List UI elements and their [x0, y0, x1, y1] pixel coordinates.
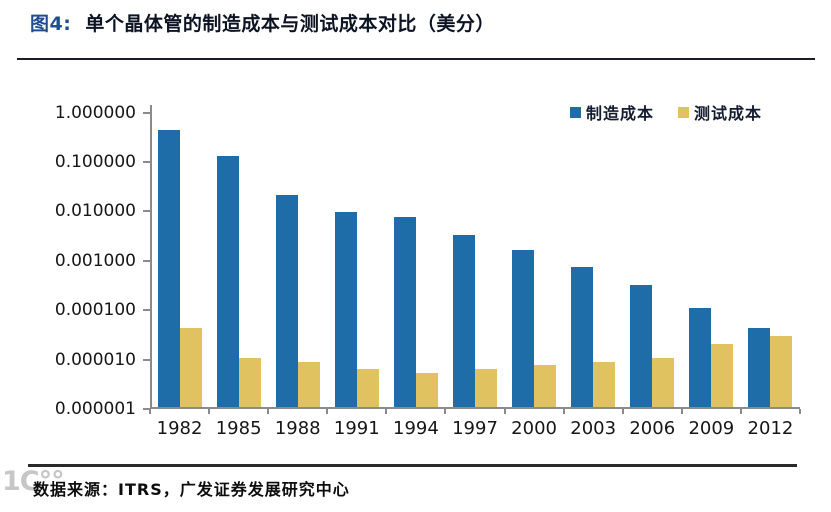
bar-manufacturing-cost: [275, 194, 298, 407]
y-axis-tick: [143, 408, 150, 410]
legend-label: 测试成本: [694, 104, 763, 123]
x-axis-label: 2003: [570, 418, 617, 439]
x-axis-label: 1997: [452, 418, 498, 439]
x-axis-label: 1985: [215, 418, 262, 439]
watermark-logo: 1C°°: [2, 466, 65, 497]
y-axis-label: 0.010000: [54, 201, 136, 222]
x-axis-label: 2009: [688, 418, 735, 439]
x-axis-tick: [562, 409, 565, 414]
bar-test-cost: [711, 343, 734, 407]
bar-manufacturing-cost: [334, 211, 357, 407]
legend-swatch-blue: [570, 106, 581, 118]
bar-test-cost: [534, 365, 557, 407]
y-axis-tick: [143, 111, 150, 114]
title-divider-line: [17, 58, 815, 60]
figure-title-text: 单个晶体管的制造成本与测试成本对比（美分）: [85, 13, 495, 35]
plot-area: [150, 105, 800, 409]
bar-manufacturing-cost: [571, 266, 594, 407]
x-axis-tick: [680, 409, 683, 414]
x-axis-label: 2000: [511, 418, 557, 439]
legend-label: 制造成本: [586, 104, 655, 123]
bar-test-cost: [475, 368, 497, 407]
bar-manufacturing-cost: [453, 235, 475, 407]
y-axis-label: 0.000001: [54, 399, 136, 419]
y-axis-label: 0.001000: [54, 250, 136, 271]
bar-manufacturing-cost: [157, 130, 180, 407]
bar-test-cost: [770, 335, 793, 407]
x-axis-label: 1982: [156, 418, 203, 439]
y-axis-label: 0.100000: [54, 152, 136, 173]
y-axis-tick: [143, 358, 150, 361]
y-axis-label: 0.000100: [54, 300, 136, 321]
x-axis-tick: [385, 409, 388, 414]
x-axis-tick: [621, 409, 624, 414]
bar-test-cost: [238, 357, 261, 407]
x-axis-tick: [149, 409, 151, 414]
bar-test-cost: [415, 372, 438, 407]
bar-test-cost: [593, 362, 616, 407]
data-source-text: 数据来源：ITRS，广发证券发展研究中心: [33, 480, 350, 499]
figure-title: 图4: 单个晶体管的制造成本与测试成本对比（美分）: [30, 9, 495, 36]
x-axis-label: 2006: [629, 418, 676, 439]
bar-manufacturing-cost: [748, 327, 771, 407]
x-axis-label: 1994: [393, 418, 439, 439]
legend-swatch-yellow: [678, 106, 690, 118]
x-axis-tick: [326, 409, 329, 414]
bar-test-cost: [179, 327, 202, 407]
figure-number: 图4:: [30, 13, 72, 35]
legend-item-manufacturing-cost: 制造成本: [570, 100, 654, 124]
x-axis-tick: [799, 409, 801, 414]
x-axis-tick: [739, 409, 742, 414]
bar-manufacturing-cost: [393, 217, 416, 407]
bar-manufacturing-cost: [630, 284, 653, 407]
chart-legend: 制造成本 测试成本: [570, 100, 762, 124]
x-axis-tick: [444, 409, 447, 414]
y-axis-tick: [143, 309, 150, 312]
x-axis-tick: [267, 409, 270, 414]
x-axis-tick: [503, 409, 506, 414]
y-axis-label: 1.000000: [54, 102, 136, 123]
legend-item-test-cost: 测试成本: [678, 100, 762, 124]
y-axis-tick: [143, 161, 150, 164]
y-axis-label: 0.000010: [54, 349, 136, 370]
y-axis-tick: [143, 259, 150, 262]
bar-manufacturing-cost: [689, 308, 712, 407]
bar-manufacturing-cost: [216, 156, 239, 407]
bar-test-cost: [652, 357, 675, 407]
source-divider-line: [28, 464, 797, 467]
bar-test-cost: [356, 368, 379, 407]
x-axis-label: 1991: [333, 418, 380, 439]
x-axis-tick: [208, 409, 211, 414]
bar-manufacturing-cost: [512, 250, 535, 407]
bar-test-cost: [297, 362, 320, 407]
x-axis-label: 1988: [274, 418, 321, 439]
x-axis-label: 2012: [747, 418, 794, 439]
y-axis-tick: [143, 210, 150, 213]
